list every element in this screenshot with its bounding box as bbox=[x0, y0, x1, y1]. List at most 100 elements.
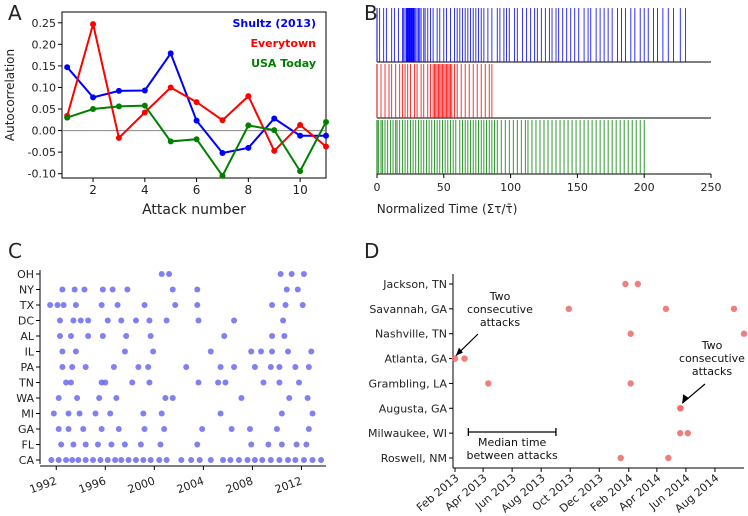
annotation-text: Two bbox=[701, 339, 723, 352]
series-point bbox=[271, 147, 278, 154]
y-tick-label: 0.05 bbox=[32, 103, 57, 116]
attack-point bbox=[56, 333, 63, 339]
panel-c-state-scatter: OH NY TX DC AL IL PA TN WA MI GA FL CA 1992 1996 2000 2… bbox=[16, 268, 326, 496]
x-tick-label: 4 bbox=[141, 183, 149, 197]
attack-point bbox=[304, 395, 311, 401]
attack-point bbox=[107, 410, 114, 417]
series-point bbox=[297, 132, 304, 139]
attack-point bbox=[161, 426, 168, 432]
annotation-text: between attacks bbox=[466, 449, 558, 462]
attack-point bbox=[69, 457, 76, 463]
attack-point bbox=[99, 286, 106, 293]
attack-point bbox=[267, 364, 274, 370]
attack-point bbox=[276, 364, 283, 370]
attack-point bbox=[199, 426, 206, 432]
attack-point bbox=[258, 348, 265, 355]
attack-point bbox=[246, 426, 253, 432]
annotation-text: attacks bbox=[480, 316, 521, 329]
attack-point bbox=[183, 364, 190, 370]
annotation-text: Two bbox=[489, 290, 511, 303]
attack-point bbox=[228, 426, 235, 432]
attack-point bbox=[60, 302, 67, 308]
attack-point bbox=[140, 457, 147, 463]
attack-point bbox=[294, 286, 301, 293]
attack-point bbox=[70, 441, 77, 448]
y-tick-label: 0.10 bbox=[32, 81, 57, 94]
y-tick-label: DC bbox=[18, 315, 34, 328]
attack-point bbox=[54, 302, 61, 308]
attack-point bbox=[65, 426, 72, 432]
attack-point bbox=[215, 379, 222, 386]
attack-point bbox=[104, 317, 111, 324]
x-tick-label: 150 bbox=[567, 181, 588, 194]
attack-point bbox=[140, 410, 147, 417]
series-point bbox=[323, 132, 329, 139]
attack-point bbox=[300, 271, 307, 277]
attack-point bbox=[280, 317, 287, 324]
series-point bbox=[297, 168, 304, 175]
attack-point bbox=[58, 441, 65, 448]
attack-point bbox=[282, 302, 289, 308]
y-tick-label: GA bbox=[18, 423, 35, 436]
panel-a-frame bbox=[61, 11, 327, 179]
y-tick-label: 0.25 bbox=[32, 17, 57, 30]
attack-point bbox=[451, 355, 459, 362]
attack-point bbox=[238, 395, 245, 401]
panel-b-xlabel-math: (Στ/τ̄) bbox=[482, 202, 517, 216]
attack-point bbox=[617, 454, 624, 462]
attack-point bbox=[69, 364, 76, 370]
attack-point bbox=[85, 333, 92, 339]
attack-point bbox=[132, 457, 139, 463]
attack-point bbox=[47, 302, 54, 308]
panel-d-city-scatter: Jackson, TN Savannah, GA Nashville, TN Atla… bbox=[368, 274, 748, 515]
attack-point bbox=[48, 457, 55, 463]
attack-point bbox=[82, 457, 89, 463]
panel-label-a: A bbox=[8, 1, 22, 25]
annotation-text: Median time bbox=[478, 436, 547, 449]
series-point bbox=[90, 106, 97, 113]
panel-b-event-raster: 0 50 100 150 200 250 Normalized Time (Στ/τ̄) bbox=[374, 8, 722, 216]
attack-point bbox=[67, 379, 74, 386]
attack-point bbox=[248, 441, 255, 448]
attack-point bbox=[147, 333, 154, 339]
x-tick-label: 50 bbox=[437, 181, 451, 194]
y-tick-label: Augusta, GA bbox=[379, 402, 448, 415]
attack-point bbox=[147, 457, 154, 463]
y-tick-label: TX bbox=[19, 299, 35, 312]
attack-point bbox=[740, 330, 748, 337]
attack-point bbox=[63, 457, 70, 463]
attack-point bbox=[141, 302, 148, 308]
attack-point bbox=[72, 348, 79, 355]
attack-point bbox=[110, 364, 117, 370]
series-point bbox=[141, 102, 148, 109]
attack-point bbox=[97, 457, 104, 463]
attack-point bbox=[665, 454, 672, 462]
series-point bbox=[64, 114, 71, 121]
attack-point bbox=[308, 348, 315, 355]
series-point bbox=[193, 99, 200, 106]
attack-point bbox=[135, 364, 142, 370]
series-point bbox=[297, 121, 304, 128]
attack-point bbox=[283, 286, 290, 293]
attack-point bbox=[163, 317, 170, 324]
panel-label-b: B bbox=[364, 1, 378, 25]
attack-point bbox=[150, 348, 157, 355]
attack-point bbox=[293, 441, 300, 448]
y-tick-label: Nashville, TN bbox=[375, 328, 447, 341]
attack-point bbox=[141, 426, 148, 432]
x-tick-label: 10 bbox=[292, 183, 307, 197]
attack-point bbox=[318, 457, 325, 463]
attack-point bbox=[305, 426, 312, 432]
series-point bbox=[167, 50, 174, 57]
series-point bbox=[271, 115, 278, 122]
series-point bbox=[90, 21, 97, 28]
attack-point bbox=[222, 379, 229, 386]
attack-point bbox=[622, 280, 629, 288]
attack-point bbox=[259, 457, 266, 463]
attack-point bbox=[108, 441, 115, 448]
attack-point bbox=[56, 317, 63, 324]
panel-a-legend: Shultz (2013) Everytown USA Today bbox=[232, 17, 316, 70]
attack-point bbox=[124, 286, 131, 293]
attack-point bbox=[156, 457, 163, 463]
